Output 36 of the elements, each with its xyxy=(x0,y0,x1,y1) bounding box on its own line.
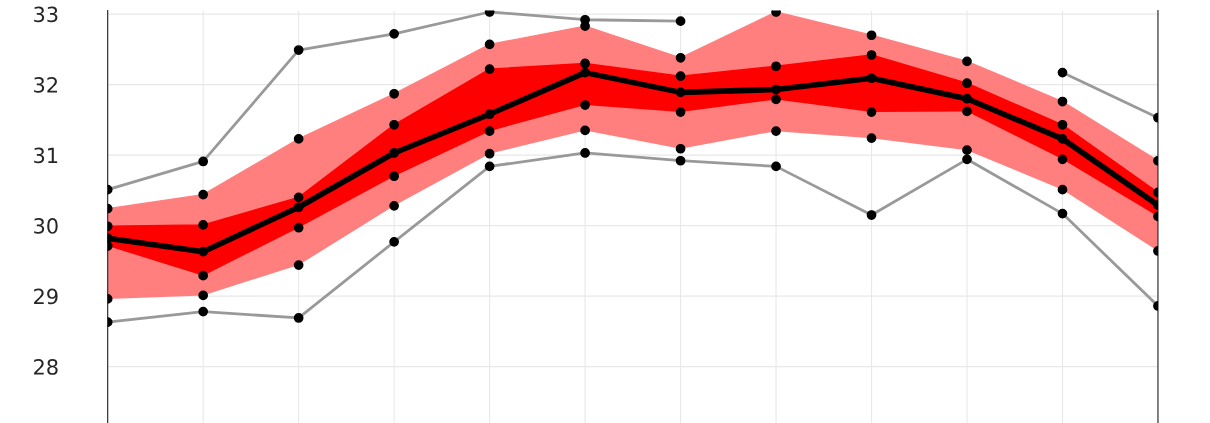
point xyxy=(198,246,209,257)
point xyxy=(198,270,209,281)
point xyxy=(389,148,399,158)
point xyxy=(771,126,781,136)
point xyxy=(580,125,590,136)
point xyxy=(1057,184,1068,195)
point xyxy=(1057,134,1068,144)
y-tick-label: 31 xyxy=(34,147,58,164)
point xyxy=(484,109,495,120)
y-tick-label: 30 xyxy=(34,218,58,234)
point xyxy=(293,222,304,233)
point xyxy=(293,202,304,213)
point xyxy=(675,143,686,154)
point xyxy=(771,94,781,105)
point xyxy=(771,84,781,95)
y-tick-label: 29 xyxy=(34,288,58,305)
point xyxy=(484,126,495,136)
point xyxy=(293,260,304,270)
point xyxy=(580,100,590,110)
y-tick-label: 28 xyxy=(34,359,58,375)
point xyxy=(389,200,399,211)
point xyxy=(962,106,972,117)
point xyxy=(389,171,399,182)
point xyxy=(866,73,877,84)
point xyxy=(866,107,877,117)
point xyxy=(198,290,209,301)
y-tick-label: 32 xyxy=(34,77,57,93)
point xyxy=(1057,154,1068,165)
point xyxy=(675,107,686,117)
point xyxy=(866,133,877,144)
y-tick-label: 33 xyxy=(34,6,58,23)
point xyxy=(962,145,972,156)
point xyxy=(675,87,686,98)
point xyxy=(484,148,495,159)
point xyxy=(962,93,972,104)
point xyxy=(580,67,590,78)
